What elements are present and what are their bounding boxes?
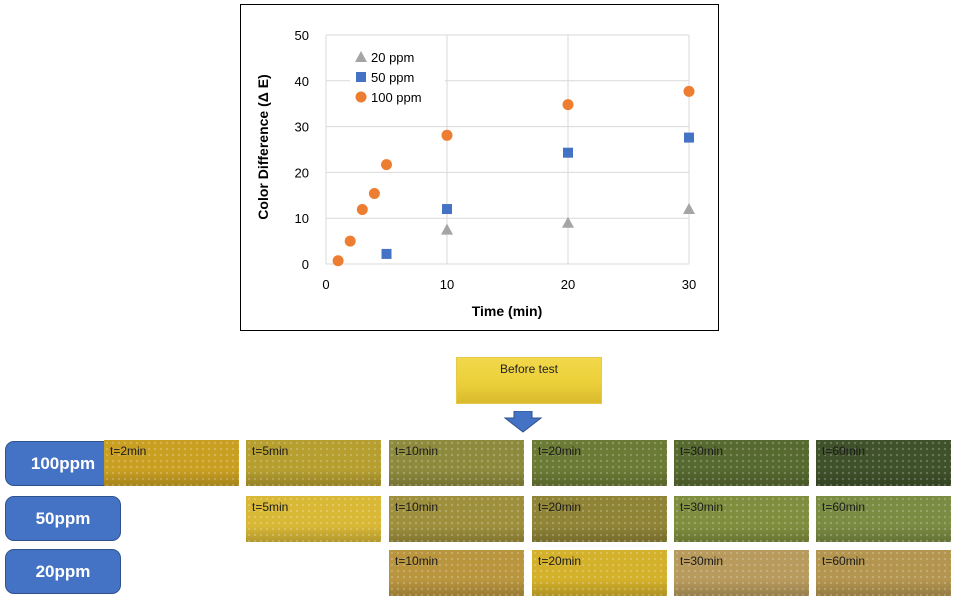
row-label-100ppm: 100ppm bbox=[5, 441, 121, 486]
test-strip: t=30min bbox=[674, 550, 809, 596]
x-tick-label: 20 bbox=[561, 277, 575, 292]
y-tick-label: 0 bbox=[302, 257, 309, 272]
y-tick-label: 50 bbox=[295, 28, 309, 43]
y-tick-label: 40 bbox=[295, 74, 309, 89]
test-strip: t=30min bbox=[674, 440, 809, 486]
strip-time-label: t=30min bbox=[680, 500, 724, 514]
test-strip: t=60min bbox=[816, 550, 951, 596]
strip-time-label: t=60min bbox=[822, 554, 866, 568]
legend-marker-50-ppm bbox=[356, 72, 366, 82]
row-label-50ppm: 50ppm bbox=[5, 496, 121, 541]
test-strip: t=60min bbox=[816, 440, 951, 486]
test-strip: t=30min bbox=[674, 496, 809, 542]
row-label-text: 100ppm bbox=[30, 453, 96, 473]
y-tick-label: 20 bbox=[295, 165, 309, 180]
down-arrow-icon bbox=[504, 411, 543, 433]
strip-time-label: t=20min bbox=[538, 554, 582, 568]
strip-time-label: t=20min bbox=[538, 500, 582, 514]
data-marks bbox=[332, 85, 695, 267]
before-test-strip: Before test bbox=[456, 357, 602, 404]
point-50-ppm bbox=[563, 147, 573, 158]
strip-time-label: t=10min bbox=[395, 554, 439, 568]
test-strip: t=20min bbox=[532, 550, 667, 596]
x-tick-label: 0 bbox=[322, 277, 329, 292]
strip-time-label: t=5min bbox=[252, 444, 289, 458]
point-100-ppm bbox=[381, 159, 392, 171]
test-strip: t=20min bbox=[532, 440, 667, 486]
test-strip: t=60min bbox=[816, 496, 951, 542]
chart-legend: 20 ppm 50 ppm 100 ppm bbox=[350, 47, 445, 107]
point-50-ppm bbox=[442, 204, 452, 215]
legend-bg bbox=[350, 87, 445, 107]
legend-label: 50 ppm bbox=[371, 70, 414, 85]
legend-bg bbox=[350, 67, 445, 87]
legend-bg bbox=[350, 47, 445, 67]
strip-time-label: t=60min bbox=[822, 444, 866, 458]
before-test-label: Before test bbox=[499, 362, 559, 376]
y-tick-label: 30 bbox=[295, 120, 309, 135]
point-100-ppm bbox=[683, 85, 695, 97]
point-50-ppm bbox=[381, 248, 392, 259]
strip-time-label: t=2min bbox=[110, 444, 147, 458]
test-strip: t=20min bbox=[532, 496, 667, 542]
test-strip: t=10min bbox=[389, 550, 524, 596]
y-tick-label: 10 bbox=[295, 211, 309, 226]
x-tick-label: 10 bbox=[440, 277, 454, 292]
point-100-ppm bbox=[441, 129, 453, 141]
strip-time-label: t=5min bbox=[252, 500, 289, 514]
legend-marker-100-ppm bbox=[355, 91, 367, 103]
row-label-text: 20ppm bbox=[35, 561, 91, 581]
point-20-ppm bbox=[441, 223, 453, 235]
tick-labels: 0 10 20 30 40 50 0 10 20 30 bbox=[295, 28, 697, 292]
test-strip: t=5min bbox=[246, 496, 381, 542]
strip-time-label: t=30min bbox=[680, 444, 724, 458]
strip-time-label: t=10min bbox=[395, 444, 439, 458]
strip-time-label: t=30min bbox=[680, 554, 724, 568]
point-50-ppm bbox=[684, 132, 694, 143]
point-100-ppm bbox=[562, 99, 574, 111]
test-strip: t=5min bbox=[246, 440, 381, 486]
x-axis-label: Time (min) bbox=[472, 303, 543, 319]
strip-time-label: t=10min bbox=[395, 500, 439, 514]
test-strip: t=2min bbox=[104, 440, 239, 486]
point-100-ppm bbox=[368, 187, 380, 199]
y-axis-label: Color Difference (Δ E) bbox=[255, 74, 271, 219]
point-20-ppm bbox=[562, 216, 574, 228]
point-100-ppm bbox=[344, 235, 356, 247]
point-100-ppm bbox=[332, 255, 344, 267]
x-tick-label: 30 bbox=[682, 277, 696, 292]
row-label-text: 50ppm bbox=[35, 508, 91, 528]
scatter-chart: 0 10 20 30 40 50 0 10 20 30 Time (min) Color Diff… bbox=[255, 28, 697, 319]
test-strip: t=10min bbox=[389, 440, 524, 486]
row-label-20ppm: 20ppm bbox=[5, 549, 121, 594]
test-strip: t=10min bbox=[389, 496, 524, 542]
legend-label: 20 ppm bbox=[371, 50, 414, 65]
strip-time-label: t=20min bbox=[538, 444, 582, 458]
chart-frame: 0 10 20 30 40 50 0 10 20 30 Time (min) Color Diff… bbox=[240, 4, 719, 331]
point-100-ppm bbox=[356, 203, 368, 215]
strip-time-label: t=60min bbox=[822, 500, 866, 514]
legend-marker-20-ppm bbox=[355, 51, 367, 62]
legend-label: 100 ppm bbox=[371, 90, 422, 105]
point-20-ppm bbox=[683, 203, 695, 215]
